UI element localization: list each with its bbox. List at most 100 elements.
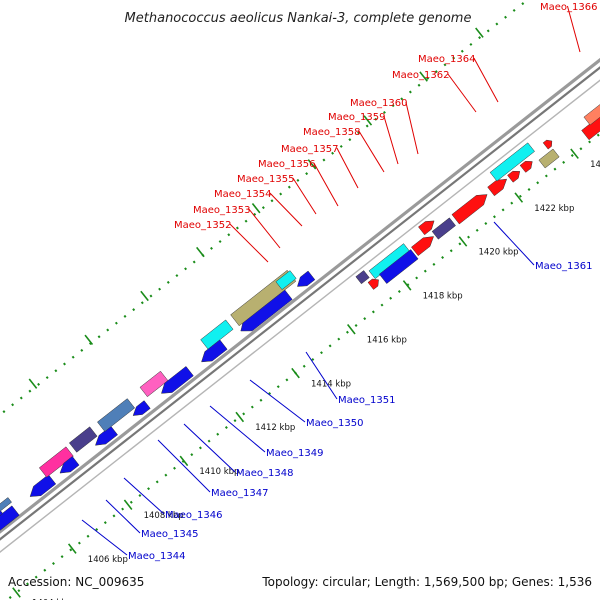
gene-label-maeo-1357[interactable]: Maeo_1357 [281,144,338,155]
forward-gene[interactable] [367,278,379,290]
outer-scale-tick [251,202,261,214]
label-connector [405,101,419,155]
scale-tick [570,148,579,159]
backbone-line [0,66,600,541]
label-connector [269,192,303,227]
forward-gene[interactable] [355,270,370,285]
map-title: Methanococcus aeolicus Nankai-3, complet… [125,11,472,26]
forward-gene[interactable] [583,94,600,126]
gene-label-maeo-1351[interactable]: Maeo_1351 [338,395,395,406]
label-connector [493,221,535,266]
gene-label-maeo-1349[interactable]: Maeo_1349 [266,448,323,459]
reverse-gene[interactable] [95,425,118,446]
scale-tick-label: 1408 kbp [144,511,184,521]
reverse-gene[interactable] [0,505,20,535]
reverse-gene[interactable] [297,270,316,287]
scale-tick-label: 1404 kbp [32,599,72,600]
gene-label-maeo-1354[interactable]: Maeo_1354 [214,189,271,200]
reverse-gene[interactable] [200,319,234,350]
gene-label-maeo-1356[interactable]: Maeo_1356 [258,159,315,170]
scale-tick [346,324,356,335]
reverse-gene[interactable] [0,505,4,528]
outer-scale-tick [307,159,317,170]
label-connectors [81,5,581,556]
label-connector [383,115,399,165]
label-connector [209,405,266,453]
scale-tick-label: 1424 kbp [590,160,600,170]
gene-label-maeo-1361[interactable]: Maeo_1361 [535,261,592,272]
gene-label-maeo-1355[interactable]: Maeo_1355 [237,174,294,185]
reverse-gene[interactable] [132,400,151,416]
scale-tick-label: 1416 kbp [367,336,407,346]
label-connector [105,499,141,534]
forward-gene[interactable] [542,139,553,150]
label-connector [336,147,359,189]
gene-label-maeo-1347[interactable]: Maeo_1347 [211,488,268,499]
label-connector [157,439,211,493]
scale-tick [291,367,300,379]
forward-gene[interactable] [538,148,560,169]
forward-gene[interactable] [519,161,533,173]
forward-gene[interactable] [451,194,488,225]
forward-gene[interactable] [507,170,521,183]
label-connector [447,73,477,113]
gene-label-maeo-1348[interactable]: Maeo_1348 [236,468,293,479]
forward-gene[interactable] [489,142,535,182]
forward-gene[interactable] [431,217,456,240]
gene-labels: Maeo_1352 Maeo_1353 Maeo_1354 Maeo_1355 Maeo… [128,2,597,562]
reverse-gene[interactable] [59,456,80,474]
outer-dotted-guide [0,0,530,417]
scale-tick [514,192,524,203]
label-connector [81,519,128,556]
reverse-gene[interactable] [201,339,228,363]
accession-text: Accession: NC_009635 [8,575,144,589]
forward-gene[interactable] [487,178,508,197]
gene-label-maeo-1366[interactable]: Maeo_1366 [540,2,597,13]
outer-scale-tick [84,334,94,346]
scale-tick-label: 1420 kbp [479,248,519,258]
outer-scale-tick [196,246,205,258]
gene-label-maeo-1345[interactable]: Maeo_1345 [141,529,198,540]
outer-scale-tick [363,115,373,126]
gene-label-maeo-1352[interactable]: Maeo_1352 [174,220,231,231]
scale-tick-label: 1418 kbp [423,292,463,302]
outer-scale-tick [475,27,484,38]
reverse-gene[interactable] [29,474,57,497]
reverse-gene[interactable] [97,398,136,432]
forward-gene[interactable] [581,110,600,141]
reverse-gene[interactable] [68,426,98,453]
inner-dotted-guide [5,132,600,600]
reverse-gene[interactable] [0,497,12,518]
gene-label-maeo-1359[interactable]: Maeo_1359 [328,112,385,123]
forward-gene[interactable] [411,236,434,257]
forward-gene[interactable] [418,220,435,236]
label-connector [305,351,338,400]
gene-label-maeo-1360[interactable]: Maeo_1360 [350,98,407,109]
scale-tick [12,587,21,598]
gene-label-maeo-1358[interactable]: Maeo_1358 [303,127,360,138]
forward-gene[interactable] [378,249,419,284]
gene-label-maeo-1364[interactable]: Maeo_1364 [418,54,475,65]
label-connector [313,162,339,207]
scale-tick-label: 1414 kbp [311,379,351,389]
label-connector [358,130,385,173]
reverse-gene[interactable] [161,366,194,394]
gene-label-maeo-1346[interactable]: Maeo_1346 [165,510,222,521]
backbone-line [0,57,600,534]
gene-features [0,94,600,535]
label-connector [229,223,269,263]
scale-tick-label: 1406 kbp [88,555,128,565]
scale-tick [402,280,412,291]
gene-label-maeo-1353[interactable]: Maeo_1353 [193,205,250,216]
scale-tick-label: 1412 kbp [255,423,295,433]
gene-label-maeo-1362[interactable]: Maeo_1362 [392,70,449,81]
genome-backbone [0,57,600,553]
gene-label-maeo-1350[interactable]: Maeo_1350 [306,418,363,429]
gene-label-maeo-1344[interactable]: Maeo_1344 [128,551,185,562]
reverse-gene[interactable] [275,270,297,290]
scale-tick [458,236,468,247]
reverse-gene[interactable] [38,446,74,478]
